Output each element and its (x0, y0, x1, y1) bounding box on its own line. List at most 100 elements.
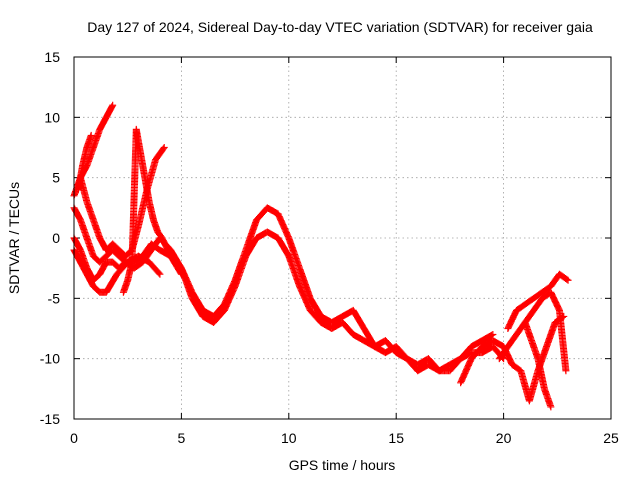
data-point (263, 228, 281, 241)
data-points (70, 101, 572, 411)
data-point (339, 318, 356, 337)
data-point (285, 252, 303, 289)
data-point (521, 295, 536, 308)
data-point (274, 234, 292, 259)
data-point (96, 253, 109, 266)
data-point (76, 216, 90, 241)
data-point (109, 246, 122, 259)
data-point (500, 343, 516, 367)
data-point (381, 337, 399, 356)
data-point (446, 356, 464, 375)
x-tick-label: 5 (178, 430, 186, 446)
data-point (113, 259, 131, 278)
data-point (134, 187, 151, 230)
data-point (328, 313, 345, 326)
data-point (489, 331, 497, 339)
series-track-10 (521, 318, 555, 411)
y-tick-label: 10 (44, 109, 60, 125)
series-track-11 (457, 312, 568, 405)
data-point (83, 234, 97, 259)
data-point (160, 144, 168, 151)
data-point (96, 259, 110, 278)
data-point (285, 234, 303, 271)
data-point (547, 288, 563, 313)
y-tick-label: 5 (52, 170, 60, 186)
data-point (147, 240, 163, 253)
data-point (124, 260, 136, 284)
data-point (96, 115, 110, 133)
data-point (220, 284, 239, 314)
plot-frame (73, 56, 612, 420)
data-point (158, 234, 174, 259)
data-point (274, 210, 292, 241)
data-point (145, 258, 163, 277)
data-point (540, 385, 554, 410)
data-point (83, 198, 97, 223)
data-point (525, 368, 542, 405)
data-point (530, 289, 545, 302)
data-point (152, 145, 167, 164)
data-point (467, 337, 485, 351)
data-point (504, 332, 520, 351)
chart-title: Day 127 of 2024, Sidereal Day-to-day VTE… (87, 19, 593, 35)
data-point (167, 252, 185, 277)
data-point (478, 331, 496, 345)
data-point (109, 101, 117, 109)
y-axis-label: SDTVAR / TECUs (6, 182, 22, 294)
series-track-9 (495, 288, 570, 375)
data-point (534, 344, 550, 375)
y-tick-label: 15 (44, 49, 60, 65)
data-point (188, 294, 206, 319)
data-point (457, 356, 475, 387)
data-point (89, 127, 103, 151)
data-point (231, 253, 249, 290)
data-point (102, 102, 116, 121)
x-tick-label: 20 (496, 430, 512, 446)
data-point (296, 264, 314, 301)
data-point (109, 240, 122, 253)
data-point (154, 228, 165, 241)
x-tick-label: 15 (388, 430, 404, 446)
data-point (76, 258, 90, 277)
data-point (547, 403, 555, 411)
data-point (296, 282, 314, 313)
x-tick-labels: 0 5 10 15 20 25 (70, 430, 619, 446)
data-point (263, 204, 281, 217)
data-point (555, 270, 571, 283)
data-point (210, 301, 227, 320)
data-point (538, 283, 554, 296)
data-point (145, 198, 157, 223)
data-point (512, 301, 528, 314)
data-point (467, 344, 485, 363)
data-point (220, 278, 239, 308)
data-point (87, 131, 95, 139)
data-point (242, 217, 260, 254)
data-point (134, 252, 152, 265)
data-point (83, 270, 97, 289)
data-point (564, 276, 572, 284)
data-point (306, 294, 324, 319)
data-point (349, 306, 367, 331)
data-point (508, 361, 524, 374)
data-point (543, 320, 559, 351)
data-point (403, 355, 421, 374)
data-point (457, 349, 474, 363)
data-point (242, 235, 260, 260)
data-point (83, 145, 97, 170)
series-track-7 (70, 246, 164, 296)
data-point (521, 318, 535, 343)
x-axis-label: GPS time / hours (289, 457, 396, 473)
data-point (306, 306, 324, 325)
data-point (102, 271, 120, 296)
data-point (424, 361, 442, 374)
series-track-6 (119, 125, 185, 296)
x-tick-label: 10 (281, 430, 297, 446)
data-point (79, 145, 91, 170)
y-tick-label: -15 (40, 411, 60, 427)
series-track-8 (504, 270, 572, 332)
data-point (76, 246, 90, 271)
x-tick-label: 25 (603, 430, 619, 446)
data-point (560, 312, 568, 320)
